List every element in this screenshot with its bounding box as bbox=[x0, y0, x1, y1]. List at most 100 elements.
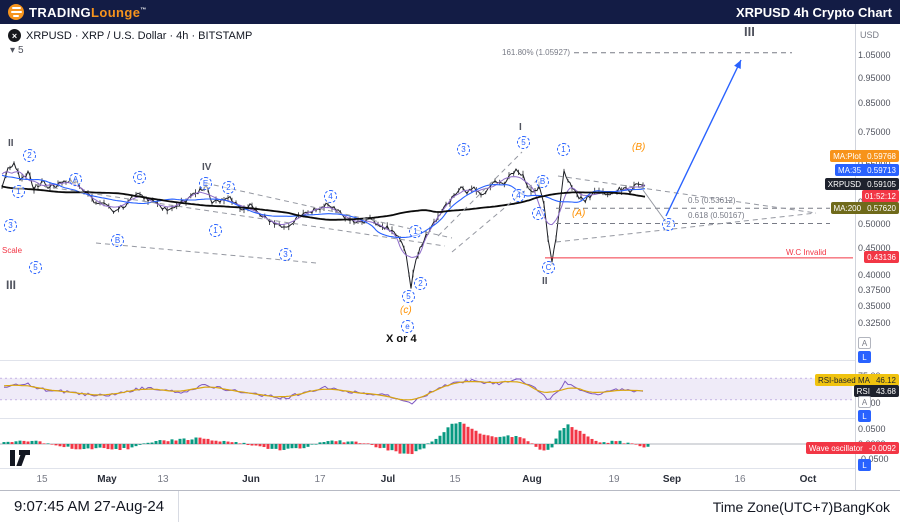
auto-scale-button[interactable]: A bbox=[858, 337, 871, 349]
oscillator-bar bbox=[542, 444, 546, 451]
oscillator-bar bbox=[146, 442, 150, 444]
oscillator-bar bbox=[186, 440, 190, 444]
wave-circle-label[interactable]: 4 bbox=[512, 189, 525, 202]
tradinglounge-brand: TRADINGLounge™ bbox=[8, 4, 147, 20]
wave-circle-label[interactable]: 3 bbox=[279, 248, 292, 261]
wave-label[interactable]: (A) bbox=[572, 208, 586, 219]
axis-value-tag: Wave oscillator -0.0092 bbox=[805, 442, 899, 454]
level-label[interactable]: 0.5 (0.53612) bbox=[688, 196, 736, 206]
wave-label[interactable]: Scale bbox=[2, 246, 23, 255]
trendline bbox=[95, 242, 317, 264]
wave-label[interactable]: III bbox=[744, 24, 755, 39]
axis-currency-label: USD bbox=[860, 30, 880, 40]
axis-tag-value: 43.68 bbox=[875, 386, 896, 396]
price-axis-label: 0.75000 bbox=[858, 126, 891, 137]
level-label[interactable]: W.C Invalid bbox=[786, 247, 827, 257]
wave-label[interactable]: II bbox=[542, 276, 548, 287]
oscillator-bar bbox=[18, 440, 22, 444]
oscillator-bar bbox=[626, 442, 630, 444]
wave-circle-label[interactable]: A bbox=[532, 207, 545, 220]
wave-circle-label[interactable]: 5 bbox=[29, 261, 42, 274]
rsi-band bbox=[0, 378, 852, 400]
log-scale-button[interactable]: L bbox=[858, 351, 871, 363]
oscillator-bar bbox=[370, 444, 374, 445]
axis-tag-value: 01:52:12 bbox=[864, 191, 896, 201]
wave-circle-label[interactable]: e bbox=[401, 320, 414, 333]
wave-circle-label[interactable]: 5 bbox=[517, 136, 530, 149]
oscillator-bar bbox=[278, 444, 282, 451]
axis-tag-name: Wave oscillator bbox=[808, 443, 863, 453]
oscillator-bar bbox=[342, 442, 346, 444]
wave-circle-label[interactable]: 4 bbox=[324, 190, 337, 203]
oscillator-bar bbox=[214, 440, 218, 444]
oscillator-bar bbox=[158, 440, 162, 444]
oscillator-bar bbox=[646, 444, 650, 447]
time-axis-tick: Jul bbox=[380, 474, 396, 485]
wave-circle-label[interactable]: B bbox=[111, 234, 124, 247]
wave-circle-label[interactable]: B bbox=[536, 175, 549, 188]
symbol-legend[interactable]: × XRPUSD · XRP / U.S. Dollar · 4h · BITS… bbox=[8, 29, 252, 42]
auto-scale-button[interactable]: A bbox=[858, 396, 871, 408]
oscillator-bar bbox=[330, 440, 334, 444]
wave-label[interactable]: (B) bbox=[632, 142, 646, 153]
log-scale-button[interactable]: L bbox=[858, 459, 871, 471]
wave-circle-label[interactable]: 2 bbox=[414, 277, 427, 290]
wave-label[interactable]: III bbox=[6, 278, 17, 292]
status-bar: 9:07:45 AM 27-Aug-24 Time Zone(UTC+7)Ban… bbox=[0, 490, 900, 522]
wave-circle-label[interactable]: 2 bbox=[222, 181, 235, 194]
oscillator-bar bbox=[610, 440, 614, 444]
oscillator-bar bbox=[6, 441, 10, 444]
wave-circle-label[interactable]: C bbox=[542, 261, 555, 274]
oscillator-bar bbox=[94, 444, 98, 449]
oscillator-bar bbox=[642, 444, 646, 448]
oscillator-bar bbox=[206, 438, 210, 444]
wave-label[interactable]: I bbox=[519, 122, 522, 133]
wave-circle-label[interactable]: A bbox=[69, 173, 82, 186]
oscillator-bar bbox=[478, 433, 482, 444]
price-axis-label: 0.40000 bbox=[858, 270, 891, 281]
time-axis-tick: 17 bbox=[314, 474, 326, 485]
wave-circle-label[interactable]: 3 bbox=[457, 143, 470, 156]
trendline bbox=[451, 177, 541, 253]
wave-label[interactable]: X or 4 bbox=[386, 333, 417, 345]
oscillator-bar bbox=[430, 441, 434, 444]
wave-circle-label[interactable]: C bbox=[133, 171, 146, 184]
wave-circle-label[interactable]: 1 bbox=[209, 224, 222, 237]
wave-circle-label[interactable]: 1 bbox=[409, 225, 422, 238]
wave-circle-label[interactable]: 1 bbox=[12, 185, 25, 198]
rsi-ma-line bbox=[3, 381, 644, 401]
log-scale-button[interactable]: L bbox=[858, 410, 871, 422]
wave-circle-label[interactable]: E bbox=[199, 177, 212, 190]
oscillator-bar bbox=[122, 444, 126, 449]
pane-separator[interactable] bbox=[0, 360, 855, 361]
pane-separator[interactable] bbox=[0, 418, 855, 419]
indicators-collapse-dropdown[interactable]: ▾ 5 bbox=[10, 45, 24, 56]
oscillator-bar bbox=[110, 444, 114, 450]
ma-200-line bbox=[1, 185, 646, 221]
timezone-label[interactable]: Time Zone(UTC+7)BangKok bbox=[712, 498, 890, 515]
level-label[interactable]: 161.80% (1.05927) bbox=[502, 47, 571, 57]
chart-region[interactable]: × XRPUSD · XRP / U.S. Dollar · 4h · BITS… bbox=[0, 24, 900, 490]
oscillator-bar bbox=[266, 444, 270, 449]
wave-circle-label[interactable]: 5 bbox=[402, 290, 415, 303]
axis-value-tag: 0.43136 bbox=[864, 251, 899, 263]
wave-label[interactable]: II bbox=[8, 138, 14, 149]
time-axis-tick: 13 bbox=[157, 474, 169, 485]
pane-separator[interactable] bbox=[0, 468, 855, 469]
wave-circle-label[interactable]: 2 bbox=[662, 218, 675, 231]
wave-label[interactable]: IV bbox=[202, 162, 212, 173]
wave-circle-label[interactable]: 3 bbox=[4, 219, 17, 232]
oscillator-bar bbox=[426, 443, 430, 444]
oscillator-bar bbox=[286, 444, 290, 449]
level-label[interactable]: 0.618 (0.50167) bbox=[688, 211, 745, 221]
oscillator-bar bbox=[466, 426, 470, 444]
oscillator-bar bbox=[578, 430, 582, 444]
oscillator-bar bbox=[102, 444, 106, 449]
oscillator-bar bbox=[154, 441, 158, 444]
wave-circle-label[interactable]: 2 bbox=[23, 149, 36, 162]
wave-circle-label[interactable]: 1 bbox=[557, 143, 570, 156]
app-header: TRADINGLounge™ XRPUSD 4h Crypto Chart bbox=[0, 0, 900, 24]
wave-label[interactable]: (c) bbox=[400, 305, 412, 316]
price-chart-svg[interactable] bbox=[0, 24, 856, 490]
axis-tag-value: 0.59105 bbox=[867, 179, 896, 189]
